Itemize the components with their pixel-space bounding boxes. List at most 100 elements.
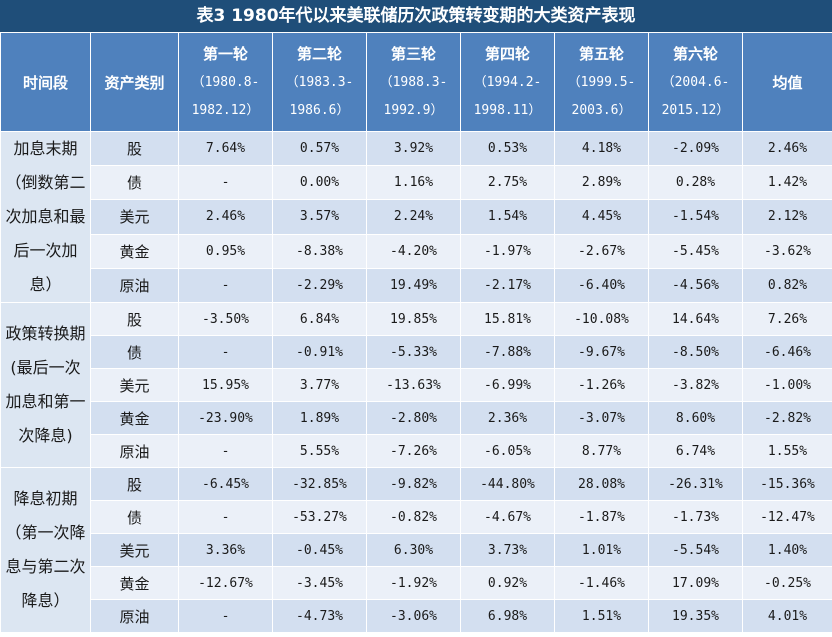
- round-end: 1998.11）: [473, 103, 542, 118]
- value-cell: -: [178, 434, 273, 468]
- value-cell: -8.50%: [648, 335, 743, 369]
- round-start: （1988.3-: [379, 75, 448, 90]
- value-cell: -23.90%: [178, 401, 273, 435]
- value-cell: -0.82%: [366, 500, 461, 534]
- asset-label: 美元: [90, 199, 179, 235]
- value-cell: -2.09%: [648, 130, 743, 167]
- value-cell: 17.09%: [648, 566, 743, 600]
- value-cell: -1.46%: [554, 566, 649, 600]
- value-cell: 3.73%: [460, 533, 555, 567]
- value-cell: 14.64%: [648, 302, 743, 336]
- mean-cell: -2.82%: [742, 401, 832, 435]
- value-cell: -7.26%: [366, 434, 461, 468]
- asset-label: 黄金: [90, 401, 179, 435]
- header-round-2: 第二轮 （1983.3- 1986.6）: [272, 32, 367, 132]
- table-row: 黄金 -12.67% -3.45% -1.92% 0.92% -1.46% 17.09% -0…: [1, 566, 832, 600]
- value-cell: 0.95%: [178, 233, 273, 269]
- value-cell: 6.84%: [272, 302, 367, 336]
- value-cell: -53.27%: [272, 500, 367, 534]
- mean-cell: -3.62%: [742, 233, 832, 269]
- round-start: （1983.3-: [285, 75, 354, 90]
- value-cell: -12.67%: [178, 566, 273, 600]
- asset-label: 原油: [90, 434, 179, 468]
- period-label: 加息末期（倒数第二次加息和最后一次加息）: [0, 131, 91, 303]
- value-cell: 1.54%: [460, 199, 555, 235]
- mean-cell: 7.26%: [742, 302, 832, 336]
- value-cell: -: [178, 165, 273, 201]
- value-cell: 1.89%: [272, 401, 367, 435]
- value-cell: -6.99%: [460, 368, 555, 402]
- asset-label: 美元: [90, 368, 179, 402]
- value-cell: -1.73%: [648, 500, 743, 534]
- header-period: 时间段: [0, 32, 91, 132]
- round-name: 第四轮: [484, 45, 530, 63]
- asset-label: 债: [90, 500, 179, 534]
- round-end: 1992.9）: [383, 103, 444, 118]
- value-cell: 8.60%: [648, 401, 743, 435]
- header-round-5: 第五轮 （1999.5- 2003.6）: [554, 32, 649, 132]
- mean-cell: -12.47%: [742, 500, 832, 534]
- value-cell: -7.88%: [460, 335, 555, 369]
- round-name: 第五轮: [578, 45, 624, 63]
- value-cell: -26.31%: [648, 467, 743, 501]
- value-cell: -4.20%: [366, 233, 461, 269]
- asset-label: 债: [90, 165, 179, 201]
- value-cell: 1.16%: [366, 165, 461, 201]
- value-cell: 3.57%: [272, 199, 367, 235]
- table-row: 降息初期（第一次降息与第二次降息）股 -6.45% -32.85% -9.82% -44…: [0, 467, 832, 633]
- value-cell: 4.18%: [554, 130, 649, 167]
- mean-cell: 0.82%: [742, 267, 832, 304]
- value-cell: -1.26%: [554, 368, 649, 402]
- round-end: 2003.6）: [571, 103, 632, 118]
- round-name: 第二轮: [296, 45, 342, 63]
- value-cell: -3.82%: [648, 368, 743, 402]
- value-cell: -5.33%: [366, 335, 461, 369]
- asset-label: 黄金: [90, 233, 179, 269]
- value-cell: 2.75%: [460, 165, 555, 201]
- value-cell: 3.77%: [272, 368, 367, 402]
- mean-cell: 1.42%: [742, 165, 832, 201]
- value-cell: -9.67%: [554, 335, 649, 369]
- value-cell: -6.40%: [554, 267, 649, 304]
- value-cell: -1.97%: [460, 233, 555, 269]
- period-label: 政策转换期(最后一次加息和第一次降息): [0, 302, 91, 468]
- value-cell: 3.92%: [366, 130, 461, 167]
- value-cell: -4.73%: [272, 599, 367, 633]
- header-round-1: 第一轮 （1980.8- 1982.12）: [178, 32, 273, 132]
- round-end: 1982.12）: [191, 103, 260, 118]
- value-cell: 15.81%: [460, 302, 555, 336]
- value-cell: -4.56%: [648, 267, 743, 304]
- table-row: 美元 3.36% -0.45% 6.30% 3.73% 1.01% -5.54% 1.40%: [1, 533, 832, 567]
- value-cell: -3.06%: [366, 599, 461, 633]
- mean-cell: -1.00%: [742, 368, 832, 402]
- round-name: 第三轮: [390, 45, 436, 63]
- value-cell: -3.45%: [272, 566, 367, 600]
- mean-cell: -15.36%: [742, 467, 832, 501]
- value-cell: 0.92%: [460, 566, 555, 600]
- value-cell: -1.87%: [554, 500, 649, 534]
- asset-label: 股: [90, 302, 179, 336]
- table-title: 表3 1980年代以来美联储历次政策转变期的大类资产表现: [0, 0, 832, 32]
- period-label: 降息初期（第一次降息与第二次降息）: [0, 467, 91, 633]
- value-cell: 6.98%: [460, 599, 555, 633]
- table-row: 债 -0.00% 1.16% 2.75% 2.89% 0.28% 1.42%: [1, 165, 832, 201]
- value-cell: -2.29%: [272, 267, 367, 304]
- value-cell: 1.01%: [554, 533, 649, 567]
- value-cell: -6.45%: [178, 467, 273, 501]
- table-row: 加息末期（倒数第二次加息和最后一次加息）股 7.64% 0.57% 3.92% 0.53…: [0, 130, 832, 303]
- mean-cell: -6.46%: [742, 335, 832, 369]
- round-start: （1999.5-: [567, 75, 636, 90]
- value-cell: -10.08%: [554, 302, 649, 336]
- round-name: 第一轮: [202, 45, 248, 63]
- value-cell: -5.45%: [648, 233, 743, 269]
- mean-cell: 2.46%: [742, 130, 832, 167]
- round-end: 2015.12）: [661, 103, 730, 118]
- mean-cell: 1.55%: [742, 434, 832, 468]
- table-header: 时间段 资产类别 第一轮 （1980.8- 1982.12） 第二轮 （1983…: [0, 32, 832, 132]
- value-cell: 6.74%: [648, 434, 743, 468]
- value-cell: 3.36%: [178, 533, 273, 567]
- value-cell: 1.51%: [554, 599, 649, 633]
- value-cell: -1.54%: [648, 199, 743, 235]
- round-start: （1980.8-: [191, 75, 260, 90]
